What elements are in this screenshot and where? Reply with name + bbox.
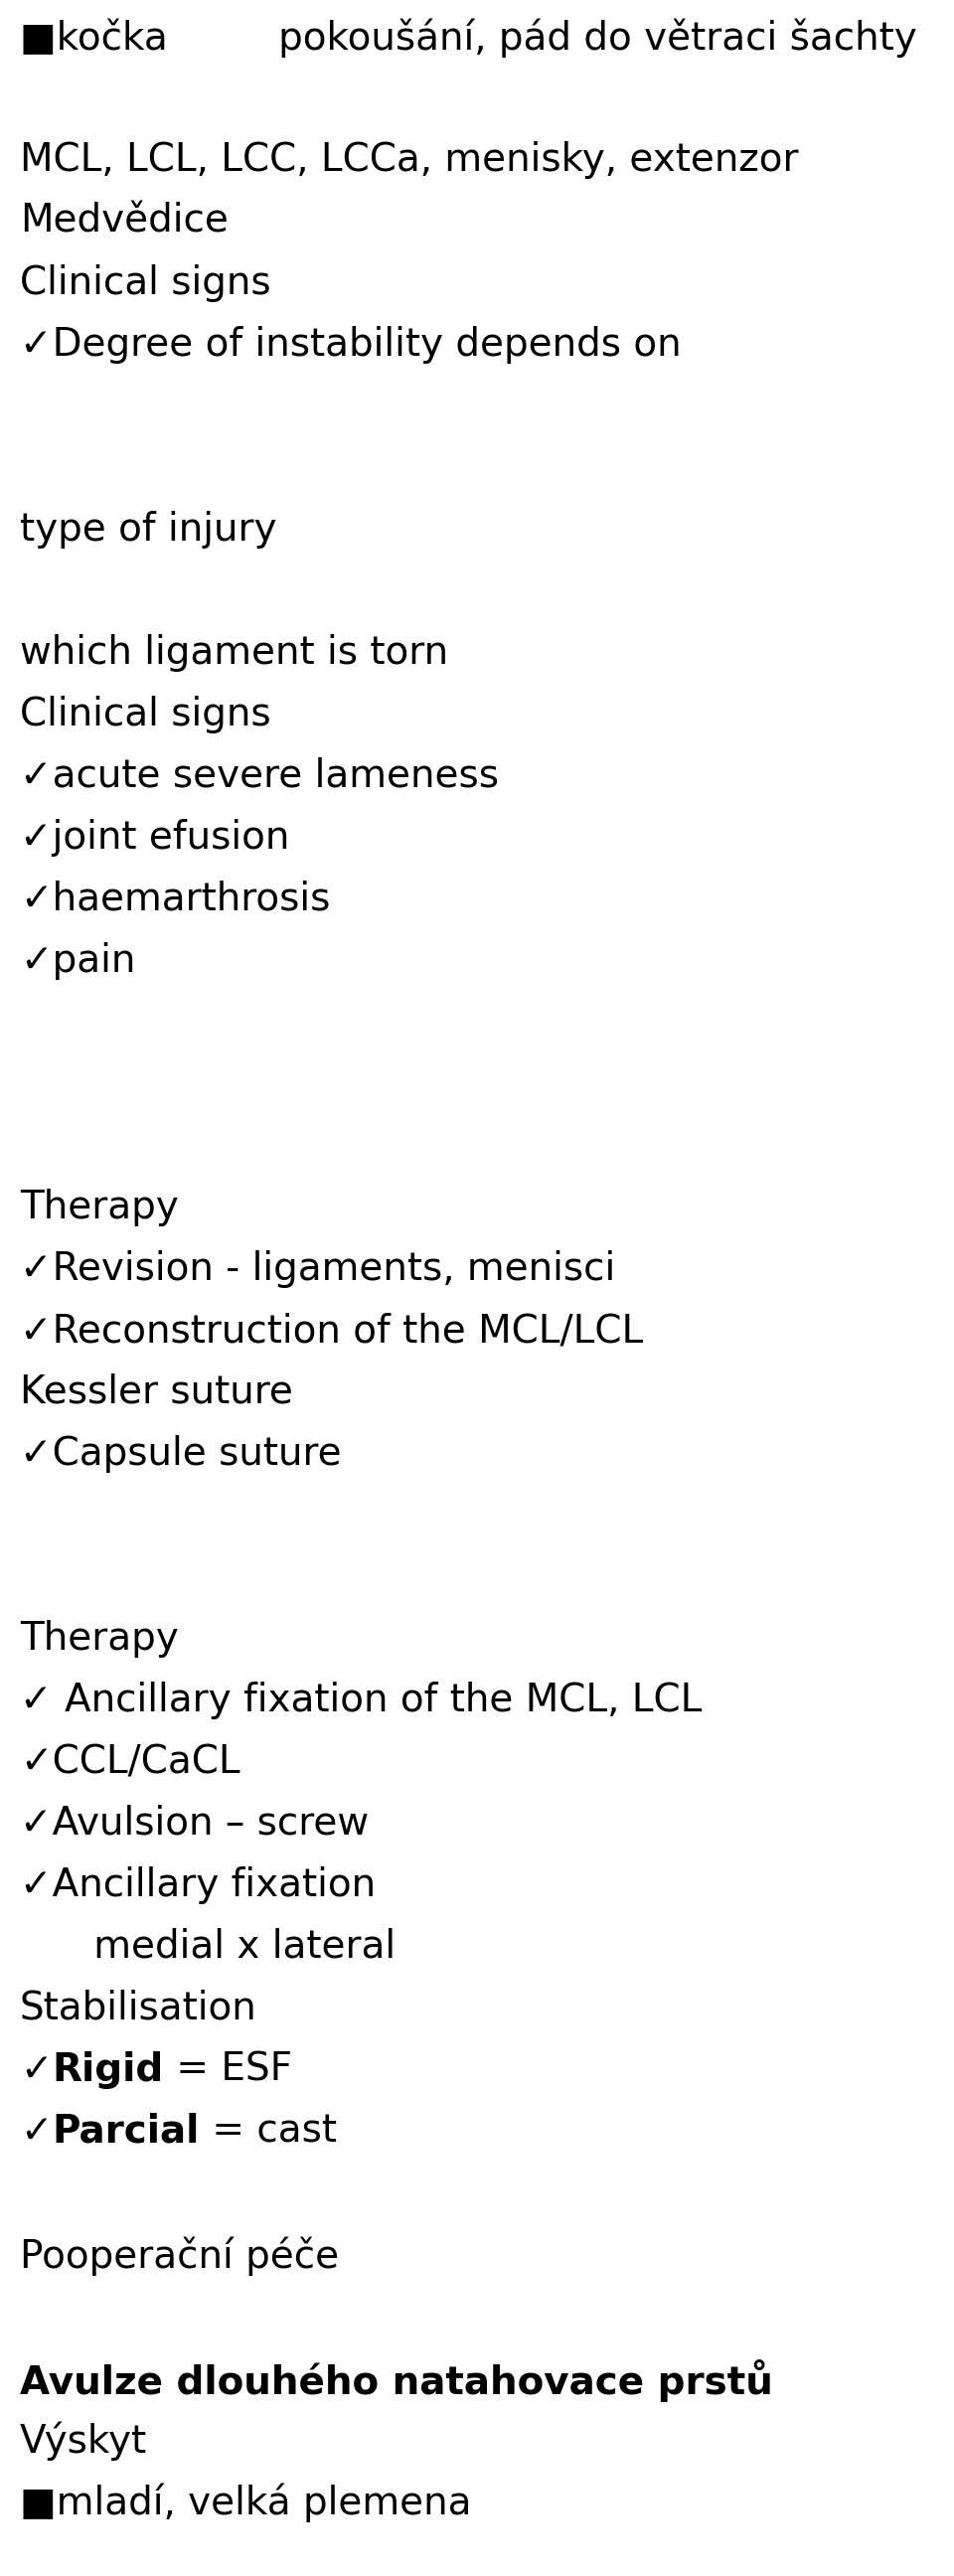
Text: ✓acute severe lameness: ✓acute severe lameness xyxy=(20,757,499,796)
Text: ✓Capsule suture: ✓Capsule suture xyxy=(20,1435,342,1473)
Text: ✓Avulsion – screw: ✓Avulsion – screw xyxy=(20,1806,369,1842)
Text: ✓: ✓ xyxy=(20,2112,52,2151)
Text: ✓CCL/CaCL: ✓CCL/CaCL xyxy=(20,1744,240,1780)
Text: Medvědice: Medvědice xyxy=(20,204,228,240)
Text: = cast: = cast xyxy=(199,2112,337,2151)
Text: Parcial: Parcial xyxy=(52,2112,199,2151)
Text: ✓Revision - ligaments, menisci: ✓Revision - ligaments, menisci xyxy=(20,1249,615,1288)
Text: MCL, LCL, LCC, LCCa, menisky, extenzor: MCL, LCL, LCC, LCCa, menisky, extenzor xyxy=(20,142,798,178)
Text: Kessler suture: Kessler suture xyxy=(20,1373,293,1412)
Text: Therapy: Therapy xyxy=(20,1188,178,1226)
Text: Clinical signs: Clinical signs xyxy=(20,696,271,734)
Text: ✓: ✓ xyxy=(20,2050,52,2089)
Text: medial x lateral: medial x lateral xyxy=(20,1927,396,1965)
Text: which ligament is torn: which ligament is torn xyxy=(20,634,448,672)
Text: ✓pain: ✓pain xyxy=(20,943,135,979)
Text: ✓Ancillary fixation: ✓Ancillary fixation xyxy=(20,1868,376,1904)
Text: ✓Degree of instability depends on: ✓Degree of instability depends on xyxy=(20,327,681,363)
Text: Stabilisation: Stabilisation xyxy=(20,1989,258,2027)
Text: ■kočka         pokoušání, pád do větraci šachty: ■kočka pokoušání, pád do větraci šachty xyxy=(20,18,917,57)
Text: Rigid: Rigid xyxy=(52,2050,164,2089)
Text: Výskyt: Výskyt xyxy=(20,2421,147,2460)
Text: ✓haemarthrosis: ✓haemarthrosis xyxy=(20,881,330,917)
Text: ■mladí, velká plemena: ■mladí, velká plemena xyxy=(20,2483,471,2522)
Text: Pooperační péče: Pooperační péče xyxy=(20,2236,339,2275)
Text: ✓Reconstruction of the MCL/LCL: ✓Reconstruction of the MCL/LCL xyxy=(20,1311,643,1350)
Text: Clinical signs: Clinical signs xyxy=(20,265,271,301)
Text: Avulze dlouhého natahovace prstů: Avulze dlouhého natahovace prstů xyxy=(20,2360,773,2401)
Text: = ESF: = ESF xyxy=(164,2050,292,2089)
Text: type of injury: type of injury xyxy=(20,510,277,549)
Text: ✓ Ancillary fixation of the MCL, LCL: ✓ Ancillary fixation of the MCL, LCL xyxy=(20,1682,702,1718)
Text: Therapy: Therapy xyxy=(20,1620,178,1659)
Text: ✓joint efusion: ✓joint efusion xyxy=(20,819,290,858)
